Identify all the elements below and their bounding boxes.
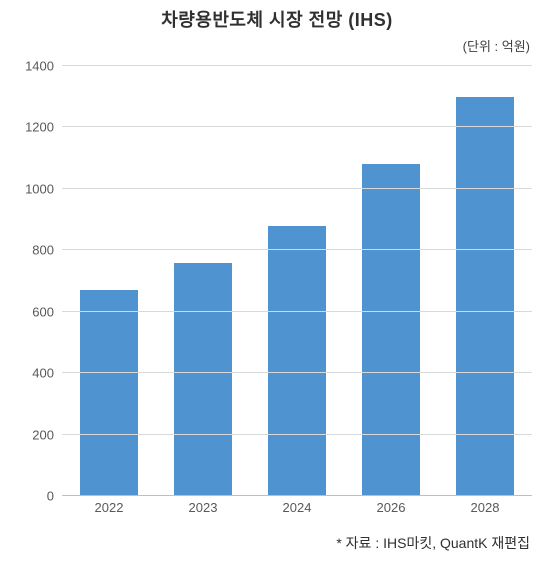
chart-source-label: * 자료 : IHS마킷, QuantK 재편집: [336, 533, 530, 553]
grid-line: [62, 311, 532, 312]
grid-line: [62, 249, 532, 250]
y-tick-label: 400: [32, 366, 62, 381]
bars-group: [62, 66, 532, 496]
grid-line: [62, 434, 532, 435]
x-tick-label: 2024: [250, 500, 344, 515]
bar: [362, 164, 420, 496]
y-tick-label: 1400: [25, 59, 62, 74]
x-tick-label: 2028: [438, 500, 532, 515]
x-tick-label: 2026: [344, 500, 438, 515]
grid-line: [62, 126, 532, 127]
grid-line: [62, 495, 532, 496]
bar-slot: [156, 66, 250, 496]
y-tick-label: 600: [32, 304, 62, 319]
y-tick-label: 0: [47, 489, 62, 504]
grid-line: [62, 65, 532, 66]
bar-slot: [438, 66, 532, 496]
y-tick-label: 1200: [25, 120, 62, 135]
bar: [80, 290, 138, 496]
y-tick-label: 1000: [25, 181, 62, 196]
chart-container: 차량용반도체 시장 전망 (IHS) (단위 : 억원) 02004006008…: [0, 0, 554, 565]
bar-slot: [344, 66, 438, 496]
bar-slot: [62, 66, 156, 496]
x-tick-label: 2022: [62, 500, 156, 515]
grid-line: [62, 372, 532, 373]
chart-unit-label: (단위 : 억원): [0, 36, 554, 55]
bar: [456, 97, 514, 496]
bar-slot: [250, 66, 344, 496]
bar: [174, 263, 232, 496]
bar: [268, 226, 326, 496]
x-axis-labels: 20222023202420262028: [62, 500, 532, 515]
grid-line: [62, 188, 532, 189]
y-tick-label: 200: [32, 427, 62, 442]
chart-title: 차량용반도체 시장 전망 (IHS): [0, 6, 554, 32]
y-tick-label: 800: [32, 243, 62, 258]
plot-area: 0200400600800100012001400: [62, 66, 532, 496]
x-tick-label: 2023: [156, 500, 250, 515]
